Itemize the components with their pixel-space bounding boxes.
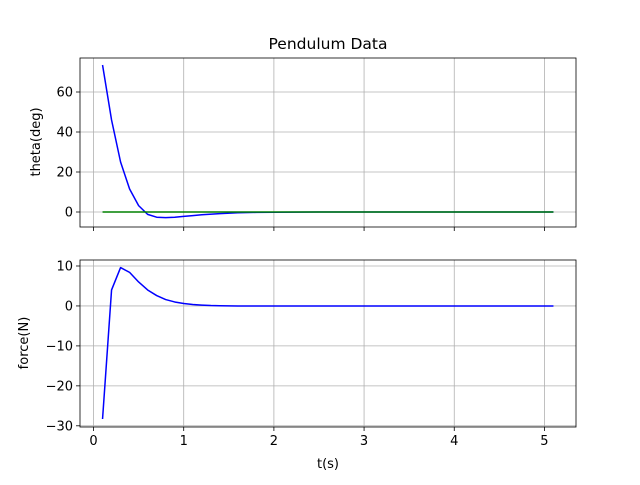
- theta-y-axis-label: theta(deg): [29, 107, 44, 176]
- y-tick-label: 10: [56, 259, 73, 274]
- x-axis-label: t(s): [317, 457, 339, 472]
- axes-frame: [79, 259, 577, 428]
- y-tick-label: −30: [46, 419, 73, 434]
- y-tick-label: 0: [65, 299, 73, 314]
- x-tick-label: 0: [89, 434, 97, 449]
- force-axes: 0 1 2 3 4 5 −30 −20 −10 0 10 force(N): [17, 259, 577, 449]
- x-tick-label: 1: [180, 434, 188, 449]
- y-tick-label: 60: [56, 86, 73, 101]
- y-tick-label: −20: [46, 379, 73, 394]
- force-series-line: [101, 266, 554, 420]
- y-tick-label: 0: [65, 206, 73, 221]
- y-tick-label: 20: [56, 166, 73, 181]
- y-tick-label: −10: [46, 339, 73, 354]
- x-tick-label: 4: [450, 434, 458, 449]
- axes-frame: [79, 57, 577, 228]
- x-tick-label: 5: [540, 434, 548, 449]
- force-y-axis-label: force(N): [17, 317, 32, 370]
- x-tick-label: 2: [270, 434, 278, 449]
- theta-axes: 0 20 40 60 theta(deg): [29, 57, 577, 231]
- x-tick-label: 3: [360, 434, 368, 449]
- chart-title: Pendulum Data: [269, 35, 388, 53]
- y-tick-label: 40: [56, 126, 73, 141]
